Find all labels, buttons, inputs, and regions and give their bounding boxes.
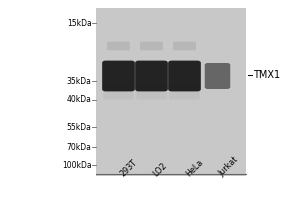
Text: Jurkat: Jurkat	[218, 156, 240, 178]
FancyBboxPatch shape	[205, 63, 230, 89]
Text: 70kDa: 70kDa	[67, 142, 92, 152]
Text: TMX1: TMX1	[254, 70, 280, 80]
Text: 293T: 293T	[118, 158, 139, 178]
Text: 35kDa: 35kDa	[67, 76, 92, 86]
FancyBboxPatch shape	[173, 42, 196, 50]
Text: HeLa: HeLa	[184, 158, 205, 178]
Bar	[96, 8, 246, 176]
FancyBboxPatch shape	[107, 42, 130, 50]
FancyBboxPatch shape	[136, 82, 167, 100]
Text: LO2: LO2	[152, 161, 169, 178]
FancyBboxPatch shape	[168, 61, 201, 91]
Text: 55kDa: 55kDa	[67, 122, 92, 132]
FancyBboxPatch shape	[102, 61, 135, 91]
FancyBboxPatch shape	[140, 42, 163, 50]
Text: 15kDa: 15kDa	[67, 19, 92, 27]
FancyBboxPatch shape	[169, 82, 200, 100]
Text: 40kDa: 40kDa	[67, 96, 92, 104]
Text: 100kDa: 100kDa	[62, 160, 92, 170]
FancyBboxPatch shape	[135, 61, 168, 91]
FancyBboxPatch shape	[103, 82, 134, 100]
